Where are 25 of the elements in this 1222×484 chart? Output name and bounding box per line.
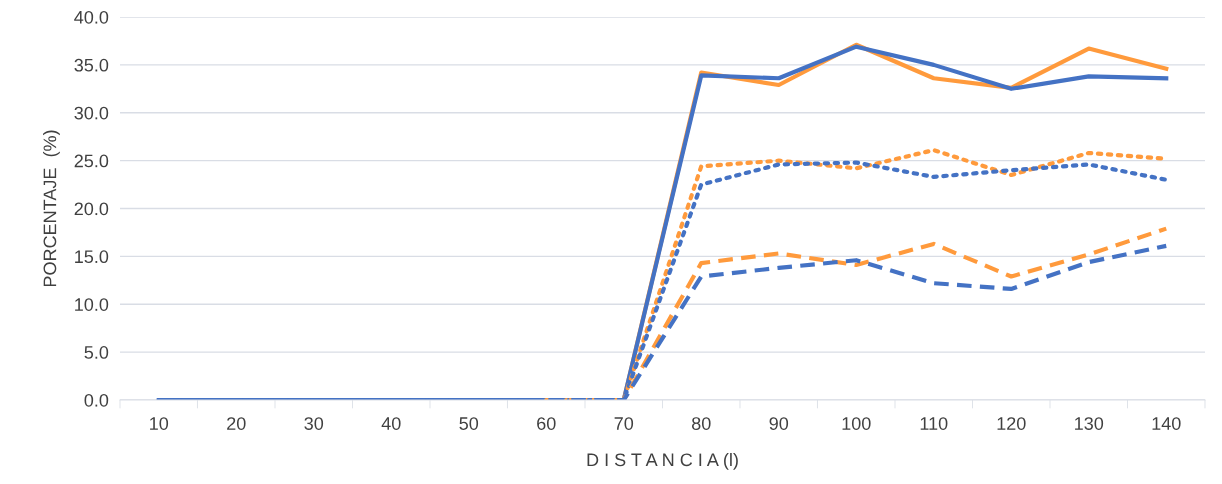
x-tick-label: 140 (1152, 417, 1181, 430)
x-tick-label: 110 (920, 417, 948, 430)
x-tick-label: 30 (304, 417, 324, 430)
y-tick-label: 15.0 (75, 250, 109, 264)
y-tick-label: 40.0 (74, 10, 109, 24)
y-tick-label: 0.0 (84, 393, 109, 407)
x-tick-label: 80 (691, 417, 711, 430)
y-tick-label: 20.0 (74, 202, 109, 216)
x-tick-label: 90 (769, 417, 789, 430)
x-tick-label: 40 (381, 417, 401, 430)
x-axis-title: D I S T A N C I A (l) (587, 452, 738, 470)
y-tick-label: 35.0 (74, 58, 109, 72)
x-tick-label: 50 (459, 417, 479, 430)
y-tick-label: 5.0 (84, 346, 109, 359)
x-tick-label: 10 (150, 417, 169, 430)
y-tick-label: 30.0 (74, 106, 109, 120)
x-tick-label: 60 (537, 417, 556, 430)
y-tick-label: 10.0 (75, 298, 109, 311)
x-tick-label: 20 (227, 417, 246, 430)
x-tick-label: 130 (1075, 417, 1104, 430)
x-tick-label: 120 (997, 417, 1026, 430)
y-tick-label: 25.0 (74, 154, 109, 168)
y-axis-title: PORCENTAJE (%) (43, 130, 60, 287)
x-tick-label: 70 (614, 417, 634, 430)
x-tick-label: 100 (842, 417, 871, 430)
